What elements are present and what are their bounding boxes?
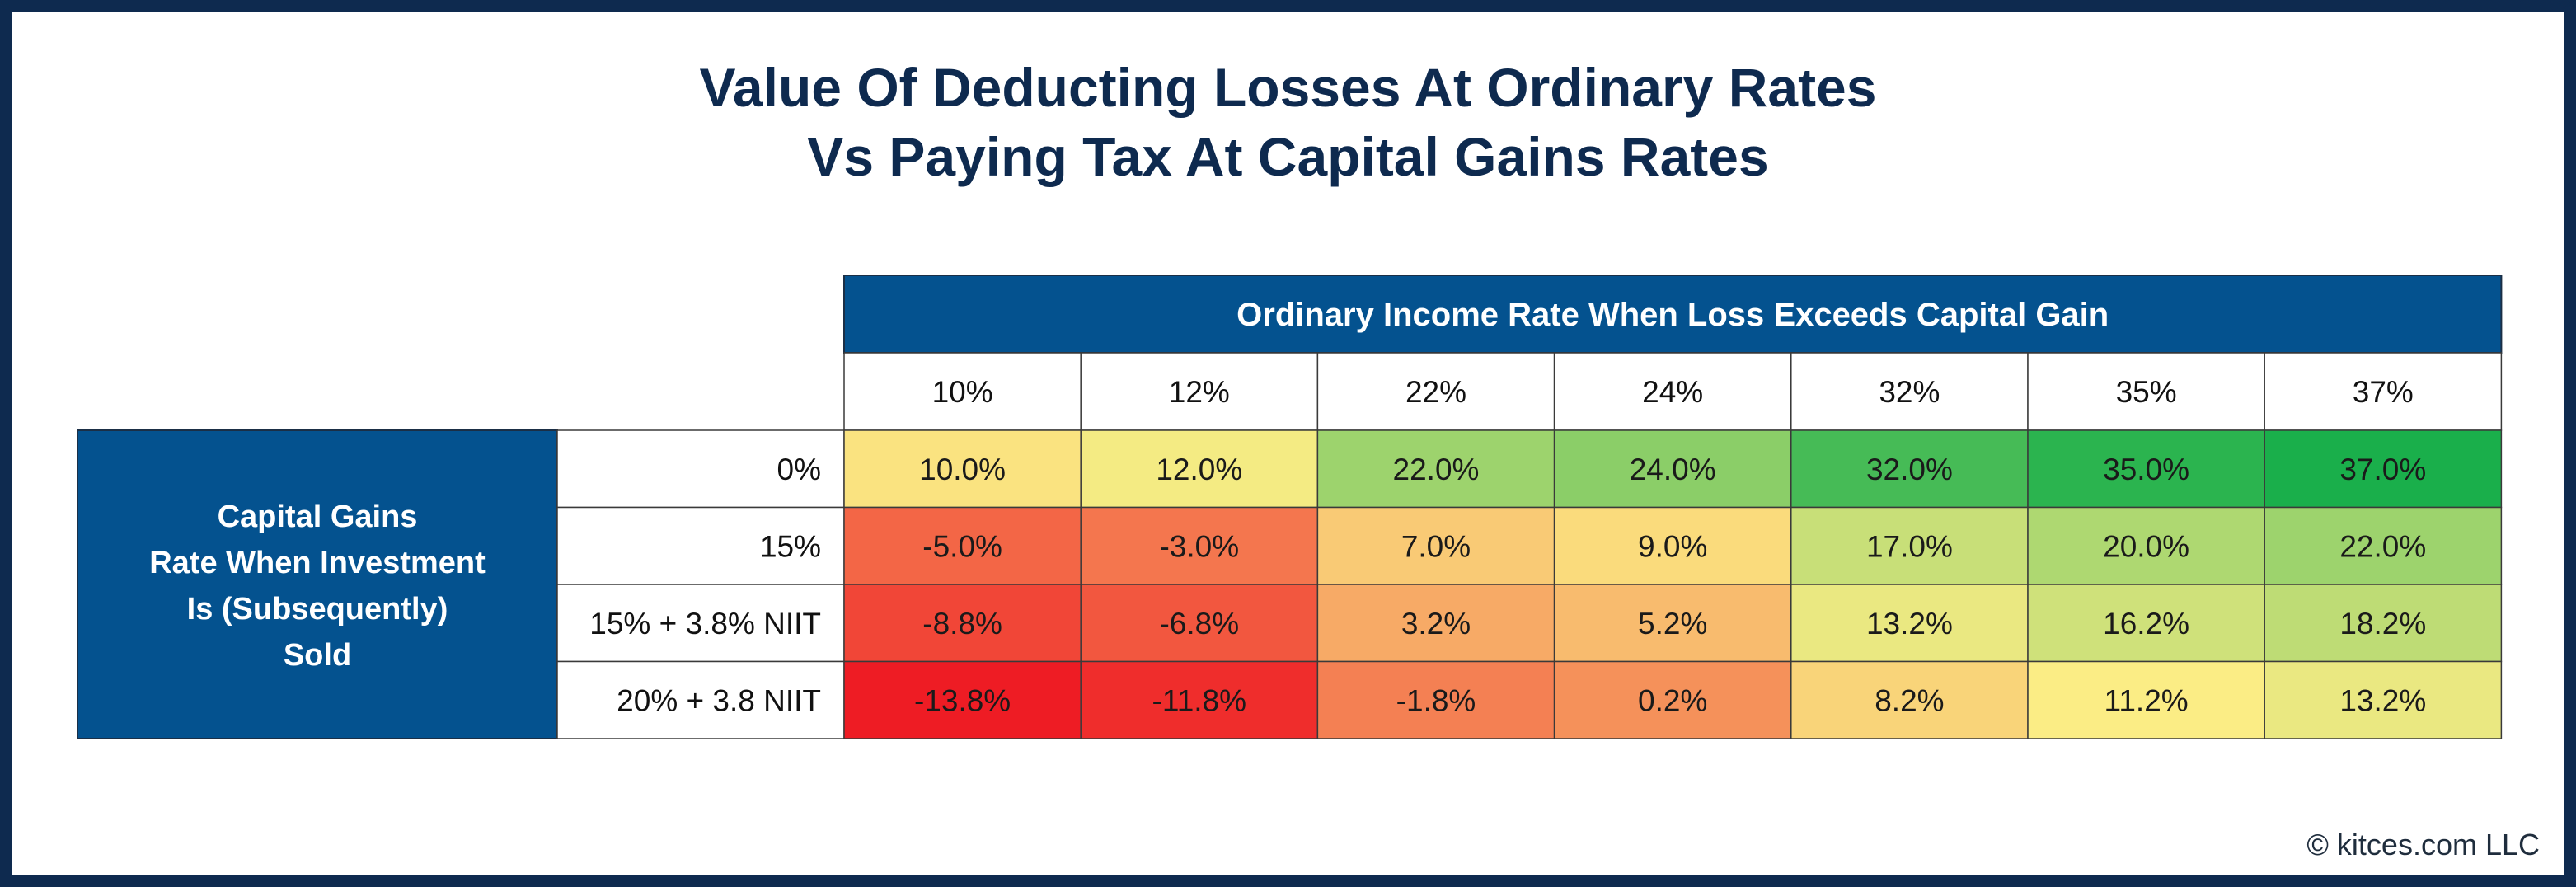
heatmap-cell-label: 17.0% — [1866, 529, 1953, 563]
column-label: 24% — [1642, 375, 1703, 409]
row-label: 0% — [777, 453, 821, 486]
row-header-label-line: Is (Subsequently) — [187, 592, 448, 627]
column-label-cell — [2264, 352, 2503, 431]
heatmap-cell — [2027, 584, 2265, 663]
column-label-cell — [2027, 352, 2265, 431]
row-label: 15% — [760, 529, 821, 563]
heatmap-cell — [1553, 584, 1792, 663]
column-label-cell — [1316, 352, 1555, 431]
row-label-cell — [556, 660, 845, 739]
heatmap-cell-label: -6.8% — [1159, 607, 1239, 641]
heatmap-cell-label: 10.0% — [919, 453, 1006, 486]
heatmap-cell-label: 35.0% — [2103, 453, 2189, 486]
heatmap-cell — [2027, 429, 2265, 509]
column-label: 12% — [1169, 375, 1230, 409]
heatmap-cell-label: 13.2% — [2339, 683, 2426, 717]
heatmap-cell-label: -8.8% — [922, 607, 1002, 641]
heatmap-cell — [2027, 506, 2265, 585]
column-label-cell — [1553, 352, 1792, 431]
heatmap-cell-label: 16.2% — [2103, 607, 2189, 641]
heatmap-cell-label: 3.2% — [1401, 607, 1471, 641]
heatmap-cell-label: -3.0% — [1159, 529, 1239, 563]
heatmap-cell — [1790, 506, 2029, 585]
column-label: 35% — [2116, 375, 2177, 409]
heatmap-cell — [1553, 660, 1792, 739]
heatmap-cell-label: 32.0% — [1866, 453, 1953, 486]
chart-frame: Value Of Deducting Losses At Ordinary Ra… — [12, 12, 2564, 875]
row-header-label-line: Sold — [284, 638, 351, 673]
heatmap-cell-label: 12.0% — [1156, 453, 1242, 486]
column-label: 37% — [2353, 375, 2414, 409]
heatmap-cell-label: 22.0% — [1393, 453, 1480, 486]
heatmap-cell — [1080, 429, 1319, 509]
row-header-label-line: Rate When Investment — [149, 546, 486, 580]
row-label-cell — [556, 506, 845, 585]
heatmap-cell-label: 20.0% — [2103, 529, 2189, 563]
column-label: 32% — [1879, 375, 1940, 409]
heatmap-cell — [1790, 429, 2029, 509]
column-header-label: Ordinary Income Rate When Loss Exceeds C… — [1236, 297, 2109, 333]
chart-title: Value Of Deducting Losses At Ordinary Ra… — [12, 53, 2564, 191]
heatmap-cell — [1790, 660, 2029, 739]
heatmap-cell-label: 0.2% — [1638, 683, 1707, 717]
heatmap-cell-label: 11.2% — [2104, 683, 2189, 717]
heatmap-cell-label: 7.0% — [1401, 529, 1471, 563]
heatmap-cell-label: -13.8% — [914, 683, 1011, 717]
heatmap-cell — [1790, 584, 2029, 663]
copyright-text: © kitces.com LLC — [2306, 828, 2540, 861]
heatmap-cell-label: 5.2% — [1638, 607, 1707, 641]
row-header-block — [77, 429, 558, 739]
heatmap-cell-label: 9.0% — [1638, 529, 1707, 563]
row-label-cell — [556, 584, 845, 663]
heatmap-cell-label: 37.0% — [2339, 453, 2426, 486]
column-label: 10% — [932, 375, 993, 409]
heatmap-cell — [2264, 584, 2503, 663]
heatmap-cell — [1080, 584, 1319, 663]
heatmap-cell — [1080, 506, 1319, 585]
heatmap-cell — [2264, 660, 2503, 739]
heatmap-cell-label: 24.0% — [1630, 453, 1716, 486]
heatmap-table: Ordinary Income Rate When Loss Exceeds C… — [77, 275, 2503, 739]
chart-title-line-2: Vs Paying Tax At Capital Gains Rates — [807, 126, 1769, 187]
heatmap-cell — [1316, 660, 1555, 739]
column-label: 22% — [1405, 375, 1466, 409]
heatmap-cell-label: 18.2% — [2339, 607, 2426, 641]
column-label-cell — [1790, 352, 2029, 431]
heatmap-cell-label: 13.2% — [1866, 607, 1953, 641]
heatmap-cell-label: -5.0% — [922, 529, 1002, 563]
chart-title-line-1: Value Of Deducting Losses At Ordinary Ra… — [699, 57, 1877, 118]
heatmap-cell-label: -1.8% — [1396, 683, 1476, 717]
heatmap-cell-label: 8.2% — [1875, 683, 1944, 717]
heatmap-cell — [2264, 429, 2503, 509]
heatmap-cell — [843, 429, 1082, 509]
heatmap-cell — [1080, 660, 1319, 739]
heatmap-cell — [843, 660, 1082, 739]
heatmap-cell — [843, 584, 1082, 663]
heatmap-cell — [1553, 506, 1792, 585]
heatmap-cell — [2264, 506, 2503, 585]
heatmap-cell-label: -11.8% — [1152, 683, 1247, 717]
heatmap-cell-label: 22.0% — [2339, 529, 2426, 563]
row-header-label-line: Capital Gains — [218, 500, 418, 534]
row-label: 20% + 3.8 NIIT — [617, 683, 821, 717]
row-label: 15% + 3.8% NIIT — [589, 607, 821, 641]
